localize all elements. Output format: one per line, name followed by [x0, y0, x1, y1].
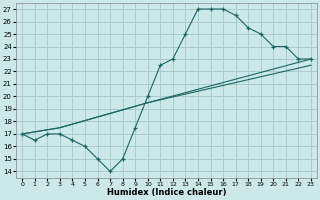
X-axis label: Humidex (Indice chaleur): Humidex (Indice chaleur) [107, 188, 226, 197]
